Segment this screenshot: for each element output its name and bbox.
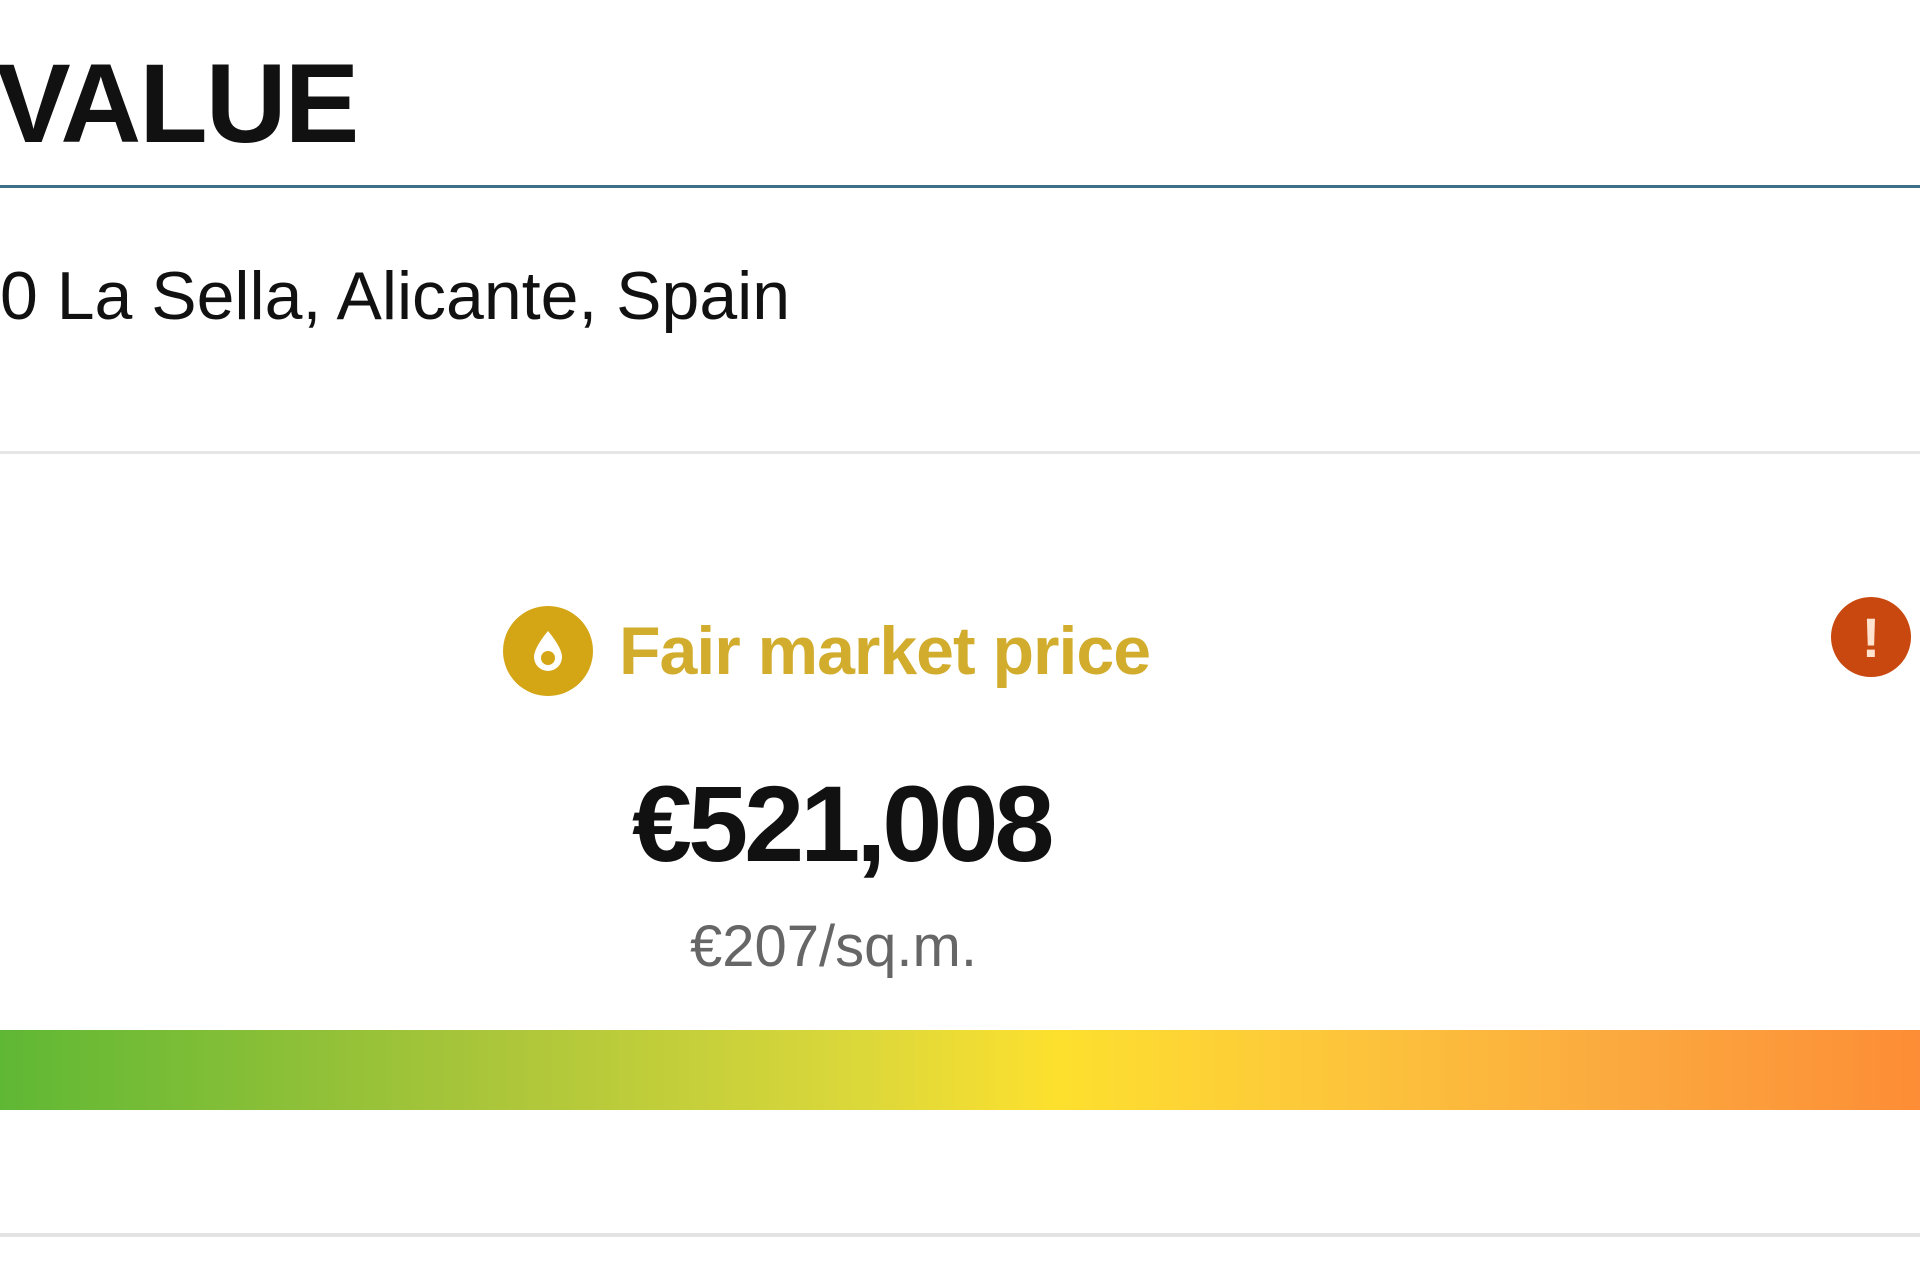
price-scale-bar bbox=[0, 1030, 1920, 1110]
divider bbox=[0, 1233, 1920, 1237]
estimated-price: €521,008 bbox=[632, 763, 1054, 884]
price-per-sqm: €207/sq.m. bbox=[690, 914, 977, 979]
title-divider bbox=[0, 185, 1920, 188]
price-status: Fair market price bbox=[503, 606, 1151, 696]
fair-price-badge-icon bbox=[503, 606, 593, 696]
exclamation-circle-icon[interactable]: ! bbox=[1831, 597, 1911, 677]
section-title: VALUE bbox=[0, 41, 359, 166]
price-status-label: Fair market price bbox=[619, 613, 1151, 689]
property-address: 0 La Sella, Alicante, Spain bbox=[0, 258, 791, 334]
divider bbox=[0, 451, 1920, 454]
